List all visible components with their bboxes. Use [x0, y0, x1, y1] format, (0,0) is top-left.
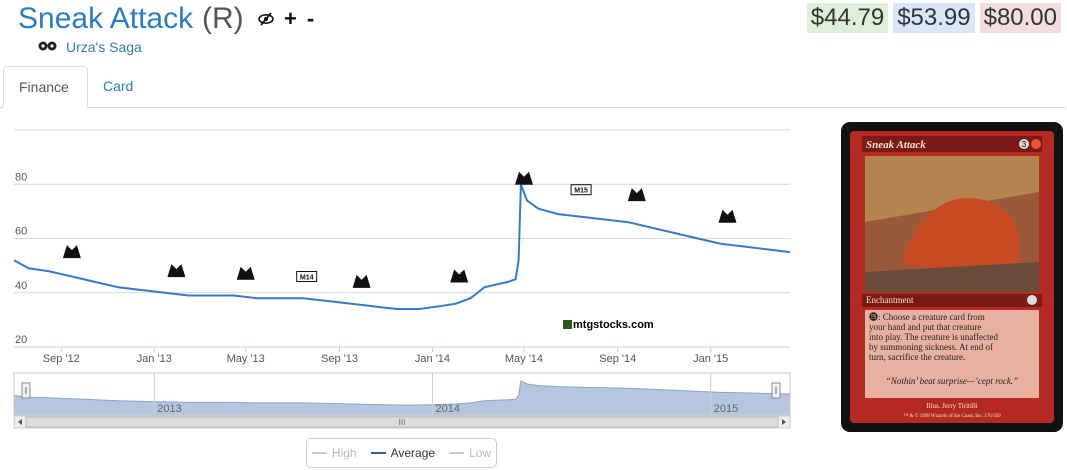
- chart-legend: High Average Low: [306, 438, 497, 468]
- magic-2015-set-icon: M15: [570, 184, 592, 196]
- navigator-label: 2015: [714, 403, 738, 415]
- copyright-line: ™ & © 1998 Wizards of the Coast, Inc. 17…: [903, 413, 1001, 419]
- rules-line-3: into play. The creature is unaffected: [869, 332, 999, 342]
- high-price: $80.00: [979, 3, 1061, 33]
- set-icon-shape: [236, 266, 255, 280]
- art-sky: [865, 156, 1039, 222]
- x-tick-label: Jan '15: [693, 353, 728, 365]
- set-icon-shape: [515, 171, 533, 185]
- rules-line-1: ⓯: Choose a creature card from: [869, 312, 985, 322]
- y-tick-label: 60: [15, 226, 27, 238]
- legend-high[interactable]: High: [311, 446, 357, 460]
- rules-line-4: by summoning sickness. At end of: [869, 342, 993, 352]
- urzas-saga-set-icon: [38, 39, 58, 55]
- card-image-svg: Sneak Attack 3 Enchantment ⓯: Choose a c…: [850, 131, 1054, 423]
- theros-set-icon: [352, 274, 371, 288]
- x-tick-label: Sep '14: [599, 353, 636, 365]
- mtgstocks-logo-icon: [563, 320, 572, 329]
- art-ground: [865, 262, 1039, 292]
- art-dragon: [901, 198, 1021, 277]
- set-icon-shape: [450, 269, 469, 283]
- navigator-label: 2013: [157, 403, 181, 415]
- eye-slash-icon[interactable]: [258, 8, 274, 30]
- legend-low-label: Low: [469, 446, 492, 460]
- artist-line: Illus. Jerry Tiritilli: [926, 402, 978, 410]
- born-of-the-gods-set-icon: [450, 269, 469, 283]
- text-box: [865, 310, 1039, 398]
- journey-into-nyx-set-icon: [515, 171, 533, 185]
- khans-of-tarkir-set-icon: [627, 188, 646, 202]
- mana-generic: [1019, 139, 1029, 149]
- mana-red-icon: [1031, 139, 1041, 149]
- card-type-line: Enchantment: [866, 295, 914, 305]
- set-line: Urza's Saga: [38, 39, 142, 55]
- minus-icon[interactable]: -: [306, 6, 315, 31]
- magic-2014-set-icon: M14: [296, 271, 318, 282]
- plus-icon[interactable]: +: [284, 6, 297, 31]
- set-icon-shape: [167, 264, 186, 278]
- average-price: $53.99: [893, 3, 975, 33]
- rules-line-5: turn, sacrifice the creature.: [869, 352, 965, 362]
- tab-finance[interactable]: Finance: [3, 66, 88, 108]
- price-boxes: $44.79 $53.99 $80.00: [806, 3, 1061, 33]
- set-icon-shape: [627, 188, 646, 202]
- chart-svg: 20 40 60 80 Sep '12 Jan '13 May '13 Sep '13 Jan …: [13, 129, 791, 429]
- y-tick-label: 20: [15, 334, 27, 346]
- card-image[interactable]: Sneak Attack 3 Enchantment ⓯: Choose a c…: [841, 122, 1063, 432]
- average-price-line: [13, 183, 791, 310]
- legend-low-swatch: [449, 452, 465, 454]
- fate-reforged-set-icon: [718, 209, 737, 223]
- x-tick-label: Sep '12: [43, 353, 80, 365]
- set-icon-shape: [62, 245, 81, 259]
- x-tick-label: Sep '13: [321, 353, 358, 365]
- legend-average-label: Average: [390, 446, 436, 460]
- mana-cost-text: 3: [1022, 140, 1027, 149]
- watermark-text: mtgstocks.com: [573, 319, 654, 331]
- navigator-frame: [13, 372, 791, 416]
- tab-card[interactable]: Card: [103, 78, 134, 94]
- rules-line-2: your hand and put that creature: [869, 322, 981, 332]
- card-title[interactable]: Sneak Attack: [18, 2, 194, 35]
- legend-low[interactable]: Low: [449, 446, 491, 460]
- legend-average[interactable]: Average: [370, 446, 436, 460]
- mtgstocks-watermark: mtgstocks.com: [563, 319, 654, 331]
- x-tick-label: Jan '13: [137, 353, 172, 365]
- set-name-link[interactable]: Urza's Saga: [66, 39, 142, 55]
- rarity-label: (R): [202, 2, 244, 35]
- y-tick-label: 80: [15, 171, 27, 183]
- y-tick-label: 40: [15, 280, 27, 292]
- set-icon-shape: [352, 274, 371, 288]
- set-icon-label: M15: [574, 188, 588, 195]
- legend-high-swatch: [311, 452, 327, 454]
- tab-bar: Finance Card: [0, 66, 1066, 108]
- navigator-handle: [21, 382, 31, 399]
- low-price: $44.79: [806, 3, 889, 33]
- x-tick-label: Jan '14: [415, 353, 450, 365]
- set-icon-box: [570, 184, 592, 196]
- scrollbar-thumb: [25, 416, 779, 428]
- scroll-right-arrow-icon: [782, 419, 786, 425]
- set-icon-shape: [718, 209, 737, 223]
- legend-average-swatch: [370, 452, 386, 454]
- x-tick-label: May '13: [227, 353, 265, 365]
- navigator-label: 2014: [435, 403, 459, 415]
- x-tick-label: May '14: [505, 353, 543, 365]
- scrollbar-grip: III: [399, 418, 406, 427]
- set-icon-label: M14: [300, 275, 314, 282]
- set-symbol-icon: [1027, 295, 1037, 305]
- set-icon-box: [296, 271, 318, 282]
- gatecrash-set-icon: [167, 264, 186, 278]
- card-image-name: Sneak Attack: [866, 139, 926, 151]
- card-name-bar: [862, 136, 1042, 152]
- legend-high-label: High: [331, 446, 357, 460]
- scroll-left-arrow-icon: [18, 419, 22, 425]
- navigator-handle: [771, 382, 781, 399]
- flavor-text: “Nothin’ beat surprise—’cept rock.”: [886, 376, 1018, 386]
- dragons-maze-set-icon: [236, 266, 255, 280]
- card-type-bar: [862, 294, 1042, 307]
- return-to-ravnica-set-icon: [62, 245, 81, 259]
- navigator-area: [13, 380, 791, 416]
- price-chart: 20 40 60 80 Sep '12 Jan '13 May '13 Sep '13 Jan …: [0, 110, 800, 470]
- title-actions: + -: [258, 8, 314, 30]
